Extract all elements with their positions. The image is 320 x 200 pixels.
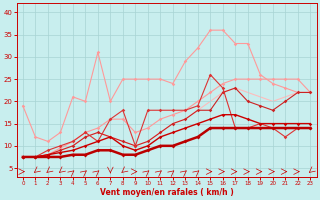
X-axis label: Vent moyen/en rafales ( km/h ): Vent moyen/en rafales ( km/h ) bbox=[100, 188, 234, 197]
